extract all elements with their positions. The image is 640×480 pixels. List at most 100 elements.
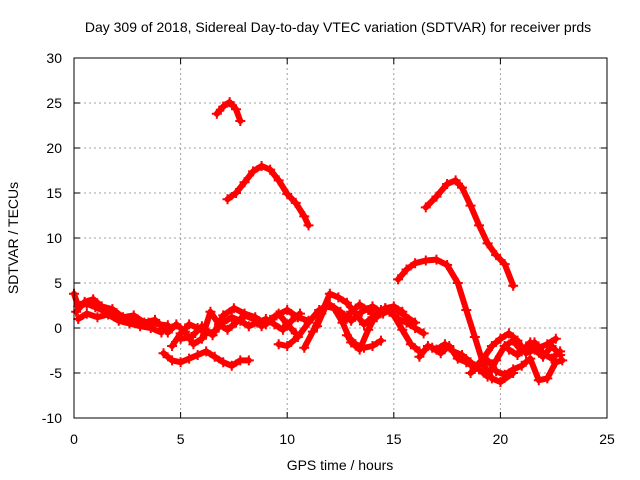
data-point [542, 373, 553, 384]
data-point [442, 260, 453, 270]
data-point [226, 360, 237, 371]
data-point [81, 308, 92, 319]
data-point [243, 355, 254, 366]
y-tick-label: -10 [42, 410, 62, 426]
data-point [307, 326, 318, 337]
data-point [282, 305, 293, 315]
series-arc-peak-18 [222, 161, 314, 231]
data-point [207, 330, 218, 341]
y-tick-label: 10 [46, 230, 62, 246]
x-tick-label: 5 [177, 431, 185, 447]
data-point [128, 310, 139, 321]
data-point [363, 324, 374, 335]
data-point [508, 280, 519, 291]
data-point [292, 332, 303, 342]
data-point [226, 312, 237, 323]
data-point [71, 306, 82, 317]
x-tick-label: 10 [279, 431, 295, 447]
data-point [222, 194, 233, 205]
y-tick-label: 25 [46, 95, 62, 111]
series-lobe-a [337, 299, 408, 328]
data-point [205, 306, 216, 317]
data-point [167, 355, 178, 366]
data-point [171, 319, 182, 330]
data-point [292, 312, 303, 323]
data-point [224, 97, 235, 108]
data-point [461, 305, 472, 315]
data-point [218, 101, 229, 112]
y-tick-label: -5 [50, 365, 63, 381]
data-point [184, 353, 195, 364]
data-point [512, 335, 523, 346]
data-point [495, 333, 506, 344]
data-point [431, 191, 442, 202]
data-point [235, 315, 246, 326]
y-tick-label: 15 [46, 185, 62, 201]
data-point [269, 319, 280, 330]
data-point [452, 278, 463, 288]
data-point [256, 161, 267, 171]
data-point [282, 341, 293, 351]
data-point [265, 164, 276, 175]
series-line [169, 310, 303, 349]
data-point [96, 301, 107, 312]
data-point [222, 324, 233, 335]
data-point [444, 341, 455, 351]
data-point [397, 324, 408, 335]
data-point [88, 294, 99, 305]
data-point [388, 310, 399, 321]
data-point [228, 303, 239, 314]
data-point [290, 197, 301, 208]
data-point [442, 179, 453, 189]
series-line [73, 296, 169, 333]
data-point [465, 200, 476, 211]
series-mid-band-c [175, 303, 314, 344]
data-point [346, 306, 357, 317]
series-arc-peak-16 [420, 175, 519, 291]
data-point [397, 306, 408, 317]
data-point [482, 355, 493, 366]
data-point [231, 188, 242, 198]
data-point [312, 321, 323, 332]
data-point [201, 346, 212, 357]
data-point [420, 202, 431, 213]
data-point [320, 301, 331, 312]
data-point [482, 238, 493, 249]
series-band-start-3 [73, 308, 167, 338]
data-point [167, 341, 178, 351]
y-tick-label: 5 [54, 275, 62, 291]
data-point [341, 330, 352, 341]
data-point [491, 366, 502, 377]
data-point [503, 328, 514, 339]
data-point [333, 292, 344, 303]
series-arc-peak-25 [211, 97, 246, 126]
data-point [282, 188, 293, 199]
data-point [341, 297, 352, 308]
data-point [393, 274, 404, 285]
data-point [499, 369, 510, 380]
data-point [186, 332, 197, 342]
series-low-arc-a [158, 346, 254, 371]
data-point [512, 350, 523, 360]
data-point [491, 250, 502, 261]
data-point [324, 288, 335, 299]
data-point [533, 375, 544, 386]
data-point [271, 310, 282, 321]
data-point [277, 324, 288, 335]
data-point [401, 317, 412, 328]
data-point [209, 351, 220, 362]
data-point [431, 254, 442, 265]
data-point [145, 323, 156, 333]
data-point [103, 309, 114, 320]
data-point [405, 339, 416, 350]
series-band-start-2 [71, 294, 171, 335]
series-end-band-d [503, 337, 566, 364]
data-point [414, 351, 425, 362]
data-point [243, 321, 254, 332]
data-point [495, 377, 506, 387]
x-tick-label: 0 [70, 431, 78, 447]
data-point [358, 342, 369, 353]
data-point [260, 319, 271, 330]
x-axis-label: GPS time / hours [287, 457, 394, 473]
